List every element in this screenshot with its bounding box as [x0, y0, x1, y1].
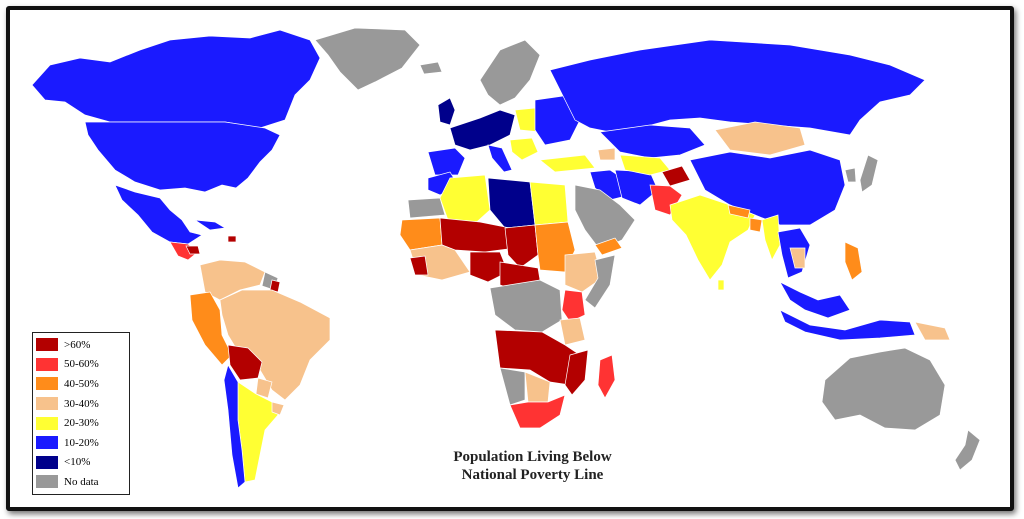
- region-tanzania: [559, 317, 586, 346]
- region-western-sahara: [407, 197, 446, 219]
- region-scandinavia: [479, 39, 541, 106]
- region-sri-lanka: [717, 279, 725, 291]
- region-haiti: [227, 235, 237, 243]
- region-madagascar: [597, 354, 616, 399]
- region-chile: [223, 364, 246, 489]
- region-caribbean: [194, 219, 227, 231]
- legend-item: 20-30%: [33, 413, 129, 433]
- region-turkey: [539, 154, 596, 173]
- region-italy: [487, 144, 513, 173]
- legend-item: 30-40%: [33, 394, 129, 414]
- region-myanmar: [761, 214, 781, 261]
- legend-item: <10%: [33, 453, 129, 473]
- legend-item: 40-50%: [33, 374, 129, 394]
- region-png: [914, 321, 951, 341]
- region-egypt: [529, 181, 569, 226]
- legend-item: No data: [33, 472, 129, 492]
- legend-swatch: [36, 397, 58, 411]
- legend-item: >60%: [33, 335, 129, 355]
- region-afghanistan: [661, 165, 691, 187]
- region-uruguay: [271, 401, 285, 416]
- region-nigeria: [469, 251, 509, 283]
- region-arabia: [574, 184, 636, 251]
- region-guinea-sierra-leone: [409, 255, 429, 276]
- region-western-europe: [449, 109, 516, 151]
- region-ethiopia: [564, 251, 603, 293]
- region-mauritania-senegal: [399, 217, 443, 251]
- legend-swatch: [36, 416, 58, 430]
- map-frame: >60% 50-60% 40-50% 30-40% 20-30% 10-20% …: [6, 6, 1014, 511]
- legend-label: >60%: [64, 338, 91, 351]
- region-new-zealand: [954, 429, 981, 471]
- region-indonesia: [779, 309, 916, 341]
- region-usa: [84, 121, 281, 193]
- legend-label: 40-50%: [64, 377, 99, 390]
- region-namibia: [499, 367, 526, 406]
- region-suriname: [269, 279, 281, 293]
- region-iceland: [419, 61, 443, 75]
- region-australia: [821, 347, 946, 431]
- region-iberia: [427, 147, 466, 176]
- legend-label: No data: [64, 475, 99, 488]
- region-nepal: [727, 204, 751, 219]
- region-paraguay: [255, 377, 273, 399]
- region-bangladesh: [749, 217, 763, 233]
- map-title-line1: Population Living Below: [453, 449, 612, 465]
- legend-swatch: [36, 377, 58, 391]
- region-philippines: [844, 241, 863, 281]
- region-kazakhstan: [599, 124, 706, 159]
- map-title: Population Living Below National Poverty…: [410, 448, 655, 484]
- legend-label: 20-30%: [64, 417, 99, 430]
- region-mozambique: [564, 349, 589, 396]
- region-korea: [844, 167, 857, 183]
- legend-item: 50-60%: [33, 355, 129, 375]
- legend-swatch: [36, 436, 58, 450]
- region-malaysia: [779, 281, 851, 319]
- legend-label: 10-20%: [64, 436, 99, 449]
- map-title-line2: National Poverty Line: [461, 467, 604, 483]
- legend-swatch: [36, 357, 58, 371]
- legend: >60% 50-60% 40-50% 30-40% 20-30% 10-20% …: [32, 332, 130, 495]
- region-kenya: [561, 289, 586, 323]
- legend-item: 10-20%: [33, 433, 129, 453]
- region-argentina: [237, 381, 279, 483]
- legend-swatch: [36, 455, 58, 469]
- region-laos-cambodia: [789, 247, 806, 269]
- region-honduras: [185, 245, 201, 255]
- region-mongolia: [714, 121, 806, 156]
- world-map: [31, 27, 981, 489]
- region-libya: [487, 177, 536, 229]
- legend-label: 30-40%: [64, 397, 99, 410]
- region-yemen: [594, 237, 623, 256]
- region-caucasus: [597, 147, 616, 161]
- region-mexico: [114, 184, 203, 245]
- legend-swatch: [36, 475, 58, 489]
- region-south-africa: [509, 394, 566, 429]
- region-brazil: [219, 289, 331, 401]
- region-uk: [437, 97, 456, 126]
- region-india: [669, 194, 756, 281]
- region-canada-alaska: [31, 29, 321, 129]
- region-somalia: [584, 254, 616, 309]
- region-central-asia-stans: [619, 154, 671, 176]
- region-japan: [859, 154, 879, 193]
- region-central-africa: [489, 279, 563, 333]
- legend-label: 50-60%: [64, 358, 99, 371]
- region-russia: [549, 39, 926, 136]
- legend-label: <10%: [64, 456, 91, 469]
- region-balkans: [509, 137, 539, 161]
- legend-swatch: [36, 338, 58, 352]
- region-greenland: [314, 27, 421, 91]
- region-chad: [504, 224, 539, 269]
